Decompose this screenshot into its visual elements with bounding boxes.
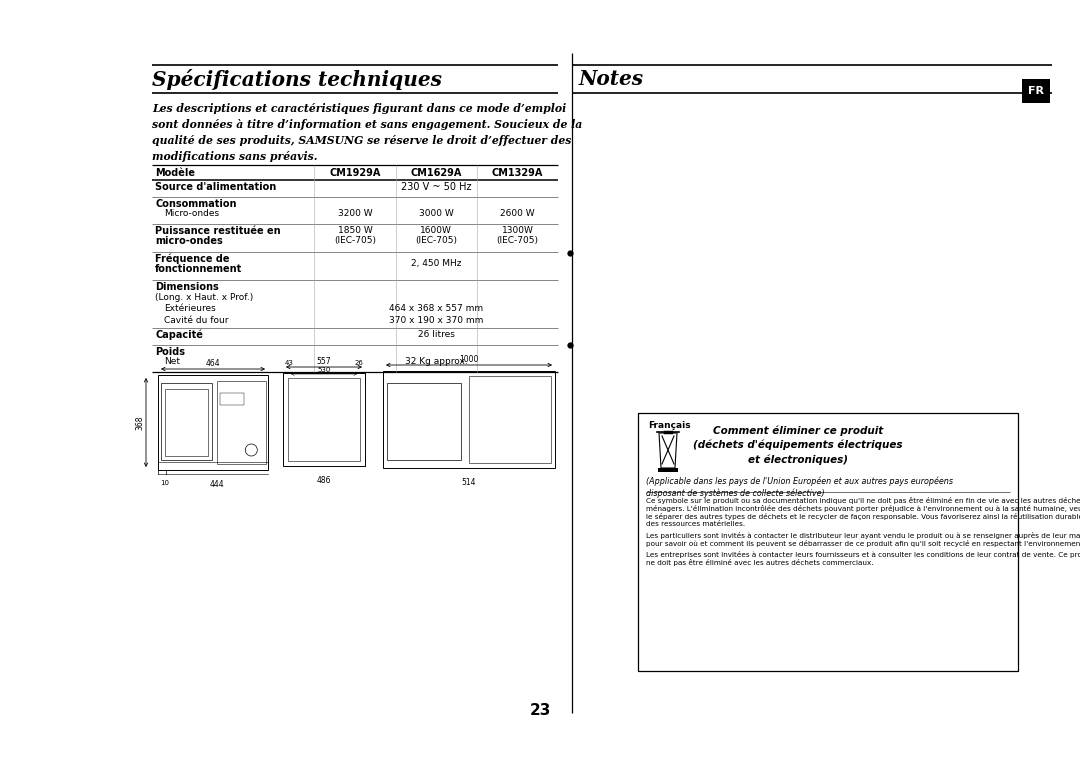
Text: 2600 W: 2600 W xyxy=(500,209,535,218)
Text: Comment éliminer ce produit
(déchets d'équipements électriques
et électroniques): Comment éliminer ce produit (déchets d'é… xyxy=(693,425,903,465)
Text: 464 x 368 x 557 mm: 464 x 368 x 557 mm xyxy=(389,304,483,313)
Text: 464: 464 xyxy=(205,359,220,368)
Text: Consommation: Consommation xyxy=(156,199,237,209)
Text: Puissance restituée en: Puissance restituée en xyxy=(156,226,281,236)
Text: Micro-ondes: Micro-ondes xyxy=(164,209,219,218)
Text: 1000: 1000 xyxy=(459,355,478,364)
Text: Dimensions: Dimensions xyxy=(156,282,219,292)
Bar xyxy=(217,381,266,464)
Text: (IEC-705): (IEC-705) xyxy=(497,236,539,245)
Text: Spécifications techniques: Spécifications techniques xyxy=(152,69,442,90)
Bar xyxy=(1022,79,1050,103)
Text: 370 x 190 x 370 mm: 370 x 190 x 370 mm xyxy=(389,316,484,325)
Text: ménagers. L'élimination incontrôlée des déchets pouvant porter préjudice à l'env: ménagers. L'élimination incontrôlée des … xyxy=(646,505,1080,512)
Text: 530: 530 xyxy=(318,367,330,373)
Text: 557: 557 xyxy=(316,357,332,366)
Text: (IEC-705): (IEC-705) xyxy=(334,236,376,245)
Text: 1850 W: 1850 W xyxy=(338,226,373,235)
Text: 1300W: 1300W xyxy=(501,226,534,235)
Bar xyxy=(387,383,461,460)
Text: 43: 43 xyxy=(285,360,294,366)
Text: le séparer des autres types de déchets et le recycler de façon responsable. Vous: le séparer des autres types de déchets e… xyxy=(646,513,1080,520)
Text: pour savoir où et comment ils peuvent se débarrasser de ce produit afin qu'il so: pour savoir où et comment ils peuvent se… xyxy=(646,540,1080,547)
Text: CM1929A: CM1929A xyxy=(329,168,380,178)
Text: Modèle: Modèle xyxy=(156,168,195,178)
Text: 32 Kg approx.: 32 Kg approx. xyxy=(405,357,468,366)
Text: Fréquence de: Fréquence de xyxy=(156,254,229,265)
Bar xyxy=(165,389,208,456)
Text: 230 V ~ 50 Hz: 230 V ~ 50 Hz xyxy=(401,182,472,192)
Text: (Applicable dans les pays de l'Union Européen et aux autres pays européens
dispo: (Applicable dans les pays de l'Union Eur… xyxy=(646,476,953,498)
Text: FR: FR xyxy=(1028,86,1044,96)
Text: 444: 444 xyxy=(210,480,225,489)
Text: 26 litres: 26 litres xyxy=(418,330,455,339)
Bar xyxy=(469,376,551,463)
Text: Source d'alimentation: Source d'alimentation xyxy=(156,182,276,192)
Bar xyxy=(220,393,244,405)
Text: 3000 W: 3000 W xyxy=(419,209,454,218)
Text: 23: 23 xyxy=(529,703,551,718)
Text: Les descriptions et caractéristiques figurant dans ce mode d’emploi
sont données: Les descriptions et caractéristiques fig… xyxy=(152,103,582,162)
Polygon shape xyxy=(659,433,677,468)
Bar xyxy=(288,378,360,461)
Text: 3200 W: 3200 W xyxy=(338,209,373,218)
Text: 368: 368 xyxy=(135,415,144,430)
Bar xyxy=(638,413,1018,671)
Text: Net: Net xyxy=(164,357,180,366)
Text: ne doit pas être éliminé avec les autres déchets commerciaux.: ne doit pas être éliminé avec les autres… xyxy=(646,559,874,566)
Text: 486: 486 xyxy=(316,476,332,485)
Text: micro-ondes: micro-ondes xyxy=(156,236,222,246)
Bar xyxy=(283,373,365,466)
Text: Capacité: Capacité xyxy=(156,330,203,340)
Text: (Long. x Haut. x Prof.): (Long. x Haut. x Prof.) xyxy=(156,293,253,302)
Text: fonctionnement: fonctionnement xyxy=(156,264,242,274)
Text: Français: Français xyxy=(648,421,690,430)
Text: Cavité du four: Cavité du four xyxy=(164,316,229,325)
Text: Les entreprises sont invitées à contacter leurs fournisseurs et à consulter les : Les entreprises sont invitées à contacte… xyxy=(646,551,1080,558)
Bar xyxy=(161,383,212,460)
Text: 2, 450 MHz: 2, 450 MHz xyxy=(411,259,461,268)
Text: (IEC-705): (IEC-705) xyxy=(415,236,457,245)
Bar xyxy=(658,468,678,472)
Text: 10: 10 xyxy=(160,480,168,486)
Bar xyxy=(383,371,555,468)
Text: Extérieures: Extérieures xyxy=(164,304,216,313)
Text: Notes: Notes xyxy=(579,69,644,89)
Text: Les particuliers sont invités à contacter le distributeur leur ayant vendu le pr: Les particuliers sont invités à contacte… xyxy=(646,532,1080,539)
Text: 26: 26 xyxy=(354,360,363,366)
Text: Poids: Poids xyxy=(156,347,185,357)
Text: CM1329A: CM1329A xyxy=(491,168,543,178)
Text: des ressources matérielles.: des ressources matérielles. xyxy=(646,521,745,527)
Bar xyxy=(158,375,268,470)
Text: 1600W: 1600W xyxy=(420,226,453,235)
Text: CM1629A: CM1629A xyxy=(410,168,462,178)
Text: 514: 514 xyxy=(462,478,476,487)
Text: Ce symbole sur le produit ou sa documentation indique qu'il ne doit pas être éli: Ce symbole sur le produit ou sa document… xyxy=(646,497,1080,504)
